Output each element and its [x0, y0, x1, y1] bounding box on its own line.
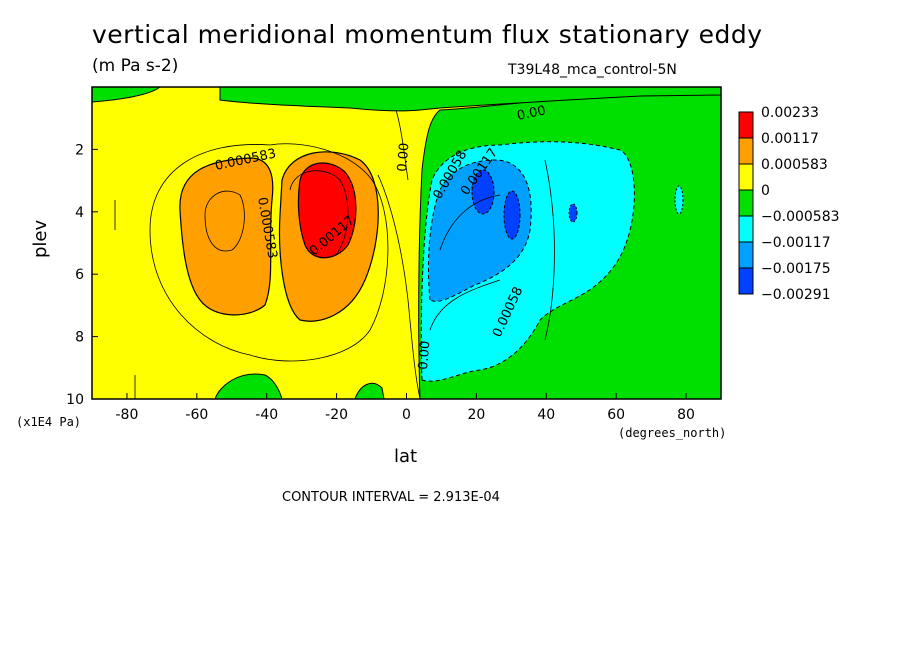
x-tick-label: 40 [537, 407, 555, 423]
x-tick-label: 60 [607, 407, 625, 423]
legend-swatch [738, 111, 754, 139]
x-axis-units: (degrees_north) [618, 426, 727, 440]
contour-label: 0.00 [416, 340, 433, 370]
legend-label: −0.00175 [761, 261, 831, 277]
field-red-core [297, 162, 357, 259]
y-axis: 2 4 6 8 10 [66, 142, 98, 408]
field-dark-blue-core-1 [471, 169, 495, 215]
y-tick-label: 4 [75, 205, 84, 221]
x-tick-label: -80 [116, 407, 139, 423]
legend-label: 0.000583 [761, 157, 828, 173]
field-dark-blue-core-3 [568, 203, 578, 223]
chart-title: vertical meridional momentum flux statio… [92, 20, 763, 49]
legend-swatch [738, 215, 754, 243]
contour-label: 0.00 [395, 142, 412, 172]
field-dark-blue-core-2 [503, 190, 521, 240]
x-tick-label: 0 [402, 407, 411, 423]
y-tick-label: 8 [75, 330, 84, 346]
field-green-bottom2 [354, 382, 385, 399]
y-tick-label: 2 [75, 142, 84, 158]
x-axis: -80 -60 -40 -20 0 20 40 60 80 [116, 393, 695, 423]
chart-units: (m Pa s-2) [92, 56, 179, 76]
field-cyan-spot [674, 185, 684, 215]
legend-label: 0 [761, 183, 770, 199]
y-tick-label: 10 [66, 392, 84, 408]
field-blue-region [427, 159, 532, 302]
legend-swatch [738, 267, 754, 295]
field-green-bottom [214, 373, 283, 399]
contour-interval: CONTOUR INTERVAL = 2.913E-04 [282, 490, 500, 505]
field-green-top [219, 87, 721, 112]
legend-swatch [738, 137, 754, 165]
legend-label: 0.00233 [761, 105, 819, 121]
contour-lines [114, 109, 555, 399]
x-axis-label: lat [394, 446, 418, 467]
legend-label: −0.000583 [761, 209, 840, 225]
plot-area [92, 87, 721, 399]
legend-swatch [738, 163, 754, 191]
x-tick-label: 80 [677, 407, 695, 423]
legend-swatch [738, 189, 754, 217]
y-axis-units: (x1E4 Pa) [16, 415, 82, 429]
legend-label: 0.00117 [761, 131, 819, 147]
contour-label: 0.00 [516, 103, 547, 124]
legend-swatch [738, 241, 754, 269]
x-tick-label: 20 [467, 407, 485, 423]
y-tick-label: 6 [75, 267, 84, 283]
x-tick-label: -20 [325, 407, 348, 423]
run-id: T39L48_mca_control-5N [508, 62, 677, 78]
color-legend: 0.00233 0.00117 0.000583 0 −0.000583 −0.00117… [738, 105, 840, 303]
legend-label: −0.00117 [761, 235, 831, 251]
x-tick-label: -40 [255, 407, 278, 423]
legend-label: −0.00291 [761, 287, 831, 303]
y-axis-label: plev [30, 219, 51, 258]
field-orange-left [179, 157, 274, 316]
x-tick-label: -60 [185, 407, 208, 423]
